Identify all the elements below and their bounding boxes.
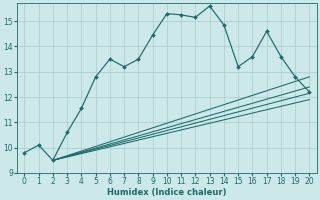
X-axis label: Humidex (Indice chaleur): Humidex (Indice chaleur) [107,188,227,197]
